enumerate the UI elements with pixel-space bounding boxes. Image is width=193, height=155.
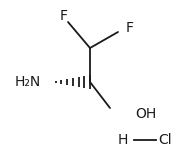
Text: H₂N: H₂N [15, 75, 41, 89]
Text: F: F [126, 21, 134, 35]
Text: H: H [118, 133, 128, 147]
Text: OH: OH [135, 107, 156, 121]
Text: F: F [60, 9, 68, 23]
Text: Cl: Cl [158, 133, 172, 147]
